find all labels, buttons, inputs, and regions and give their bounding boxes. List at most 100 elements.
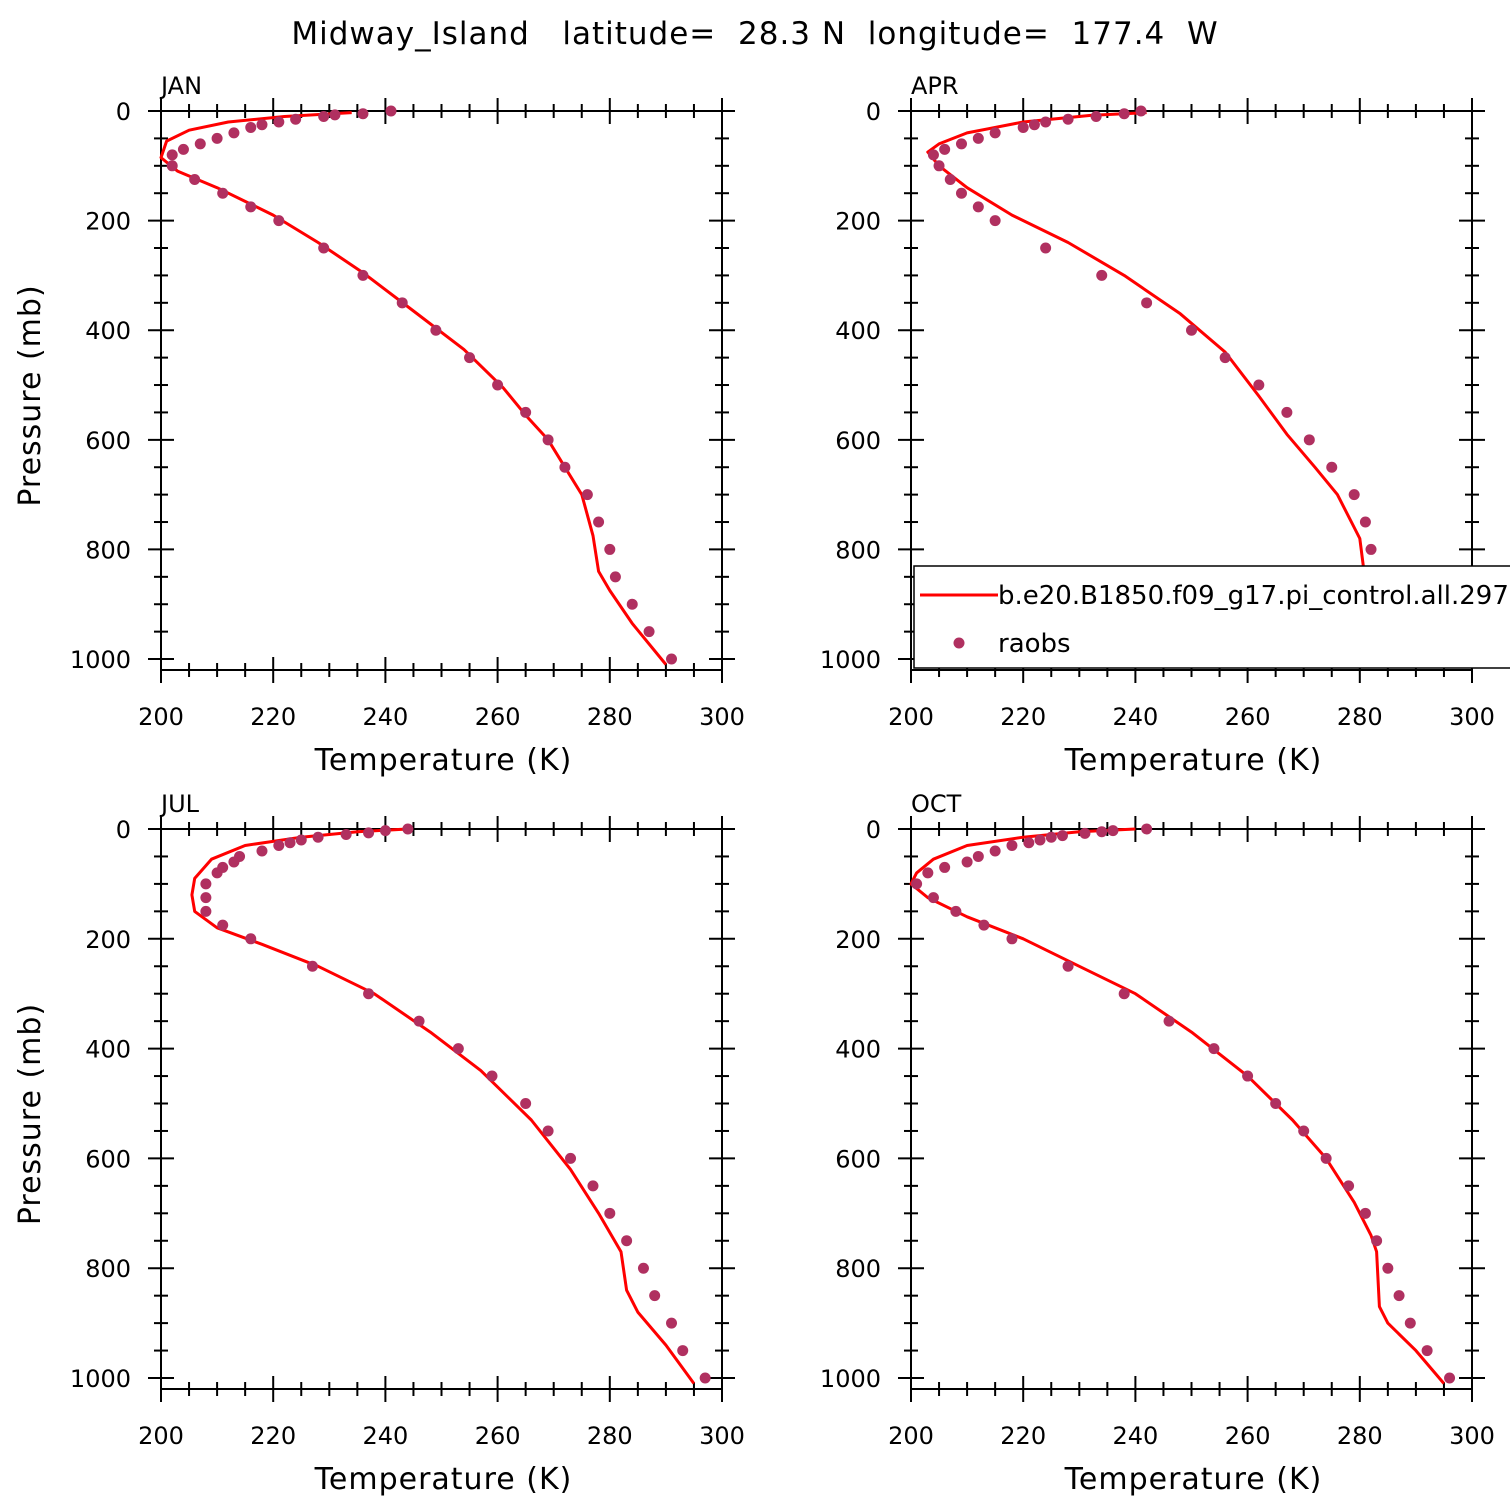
raobs-point	[166, 149, 178, 161]
raobs-point	[911, 878, 923, 890]
raobs-point	[972, 850, 984, 862]
raobs-point	[486, 1070, 498, 1082]
x-axis-label: Temperature (K)	[1064, 743, 1323, 778]
x-tick-label: 300	[699, 703, 745, 731]
raobs-point	[637, 1262, 649, 1274]
x-tick-label: 300	[1449, 1422, 1495, 1450]
raobs-point	[1393, 1290, 1405, 1302]
raobs-point	[1056, 830, 1068, 842]
x-axis-label: Temperature (K)	[1064, 1462, 1323, 1497]
raobs-point	[1135, 105, 1147, 117]
raobs-point	[492, 379, 504, 391]
raobs-point	[955, 138, 967, 150]
y-tick-label: 400	[85, 317, 131, 345]
raobs-point	[978, 919, 990, 931]
raobs-point	[211, 867, 223, 879]
x-tick-label: 280	[587, 1422, 633, 1450]
raobs-point	[228, 856, 240, 868]
raobs-point	[1163, 1015, 1175, 1027]
panel-jan: JAN 0 200 400 600 800 1000 200 220 240 260 280 300 Te…	[13, 72, 745, 778]
raobs-point	[1141, 297, 1153, 309]
raobs-point	[306, 960, 318, 972]
y-tick-label: 1000	[820, 1365, 881, 1393]
x-tick-label: 200	[138, 703, 184, 731]
raobs-point	[1348, 489, 1360, 501]
x-tick-label: 240	[362, 1422, 408, 1450]
raobs-point	[542, 1125, 554, 1137]
y-tick-label: 1000	[820, 646, 881, 674]
x-tick-label: 200	[888, 1422, 934, 1450]
raobs-point	[211, 132, 223, 144]
panel-oct: OCT 0 200 400 600 800 1000 200 220 240 260 280 300 Te…	[820, 790, 1495, 1497]
y-axis-label: Pressure (mb)	[13, 284, 48, 506]
raobs-point	[1040, 242, 1052, 254]
x-tick-label: 280	[587, 703, 633, 731]
raobs-point	[430, 324, 442, 336]
raobs-point	[1141, 823, 1153, 835]
raobs-point	[1006, 839, 1018, 851]
x-tick-label: 200	[888, 703, 934, 731]
raobs-point	[972, 132, 984, 144]
raobs-point	[927, 149, 939, 161]
raobs-point	[1281, 406, 1293, 418]
raobs-point	[581, 489, 593, 501]
model-profile-line	[159, 111, 668, 666]
y-tick-label: 400	[835, 317, 881, 345]
panel-title: JUL	[159, 790, 200, 818]
x-tick-label: 240	[362, 703, 408, 731]
raobs-point	[1270, 1098, 1282, 1110]
raobs-point	[402, 823, 414, 835]
raobs-point	[944, 174, 956, 186]
raobs-point	[933, 160, 945, 172]
y-tick-label: 800	[835, 536, 881, 564]
raobs-point	[357, 108, 369, 120]
raobs-point	[228, 127, 240, 139]
raobs-point	[1118, 988, 1130, 1000]
raobs-point	[396, 297, 408, 309]
raobs-point	[609, 571, 621, 583]
raobs-point	[699, 1372, 711, 1384]
raobs-point	[363, 827, 375, 839]
raobs-point	[363, 988, 375, 1000]
raobs-point	[1421, 1345, 1433, 1357]
raobs-point	[989, 215, 1001, 227]
y-tick-label: 400	[85, 1036, 131, 1064]
raobs-point	[318, 242, 330, 254]
raobs-point	[989, 845, 1001, 857]
raobs-point	[290, 113, 302, 125]
raobs-point	[1062, 113, 1074, 125]
y-tick-label: 600	[85, 1145, 131, 1173]
raobs-point	[1371, 1235, 1383, 1247]
panel-jul: JUL 0 200 400 600 800 1000 200 220 240 260 280 300 Te…	[13, 790, 745, 1497]
raobs-point	[1096, 269, 1108, 281]
y-tick-label: 200	[835, 926, 881, 954]
raobs-point	[329, 109, 341, 121]
raobs-point	[621, 1235, 633, 1247]
x-tick-label: 260	[1225, 1422, 1271, 1450]
y-tick-label: 0	[866, 816, 881, 844]
raobs-point	[379, 825, 391, 837]
raobs-point	[200, 892, 212, 904]
raobs-point	[1298, 1125, 1310, 1137]
raobs-point	[565, 1152, 577, 1164]
raobs-point	[273, 116, 285, 128]
raobs-point	[1219, 352, 1231, 364]
raobs-point	[677, 1345, 689, 1357]
raobs-point	[604, 543, 616, 555]
x-tick-label: 260	[475, 703, 521, 731]
raobs-point	[413, 1015, 425, 1027]
y-tick-label: 200	[85, 208, 131, 236]
legend-dot-swatch	[953, 637, 965, 649]
raobs-point	[666, 1317, 678, 1329]
x-tick-label: 260	[1225, 703, 1271, 731]
x-tick-label: 220	[250, 1422, 296, 1450]
x-axis-label: Temperature (K)	[314, 743, 573, 778]
y-tick-label: 1000	[70, 1365, 131, 1393]
raobs-point	[520, 1098, 532, 1110]
x-tick-label: 200	[138, 1422, 184, 1450]
raobs-point	[1359, 1207, 1371, 1219]
raobs-point	[357, 269, 369, 281]
raobs-point	[1343, 1180, 1355, 1192]
x-tick-label: 300	[1449, 703, 1495, 731]
raobs-point	[559, 461, 571, 473]
